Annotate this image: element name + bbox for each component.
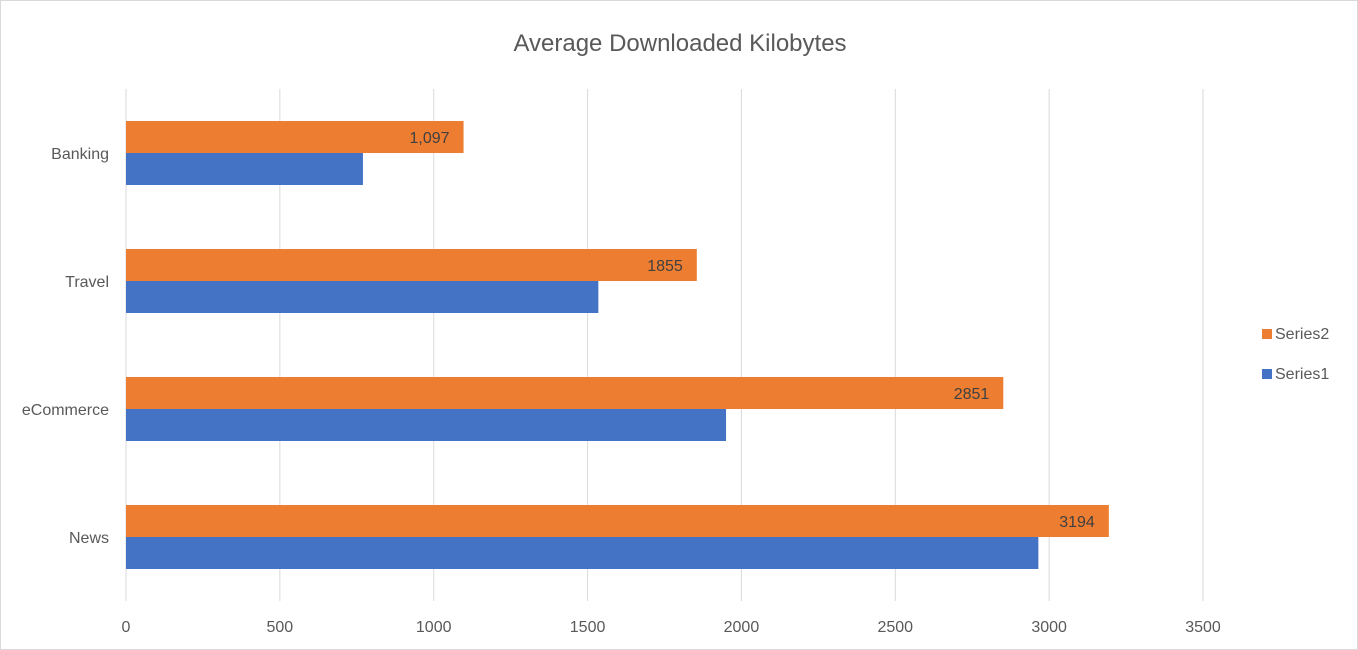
x-axis: 0 500 1000 1500 2000 2500 3000 3500 [122,619,1221,636]
y-tick-label: Banking [51,146,109,163]
bars [126,121,1109,569]
x-tick-label: 3500 [1185,619,1221,636]
legend-swatch-series1 [1262,369,1272,379]
y-tick-label: Travel [65,274,109,291]
data-labels: 1,097 1855 2851 3194 [410,130,1095,531]
x-tick-label: 1500 [570,619,606,636]
x-tick-label: 500 [267,619,294,636]
bar-series1-news [126,537,1039,569]
x-tick-label: 2000 [724,619,760,636]
legend-label-series2: Series2 [1275,326,1329,343]
legend-swatch-series2 [1262,329,1272,339]
bar-series2-news [126,505,1109,537]
data-label: 1855 [647,258,683,275]
data-label: 2851 [954,386,990,403]
x-tick-label: 0 [122,619,131,636]
bar-series2-banking [126,121,464,153]
bar-series1-ecommerce [126,409,727,441]
data-label: 3194 [1059,514,1095,531]
bar-series1-banking [126,153,363,185]
bar-series2-ecommerce [126,377,1004,409]
x-tick-label: 3000 [1031,619,1067,636]
data-label: 1,097 [410,130,450,147]
legend-label-series1: Series1 [1275,366,1329,383]
x-tick-label: 2500 [877,619,913,636]
bar-series2-travel [126,249,697,281]
legend: Series2 Series1 [1262,326,1329,383]
bar-series1-travel [126,281,599,313]
y-tick-label: eCommerce [22,402,109,419]
chart-title: Average Downloaded Kilobytes [513,30,846,57]
y-tick-label: News [69,530,109,547]
y-axis: Banking Travel eCommerce News [22,146,109,547]
x-tick-label: 1000 [416,619,452,636]
